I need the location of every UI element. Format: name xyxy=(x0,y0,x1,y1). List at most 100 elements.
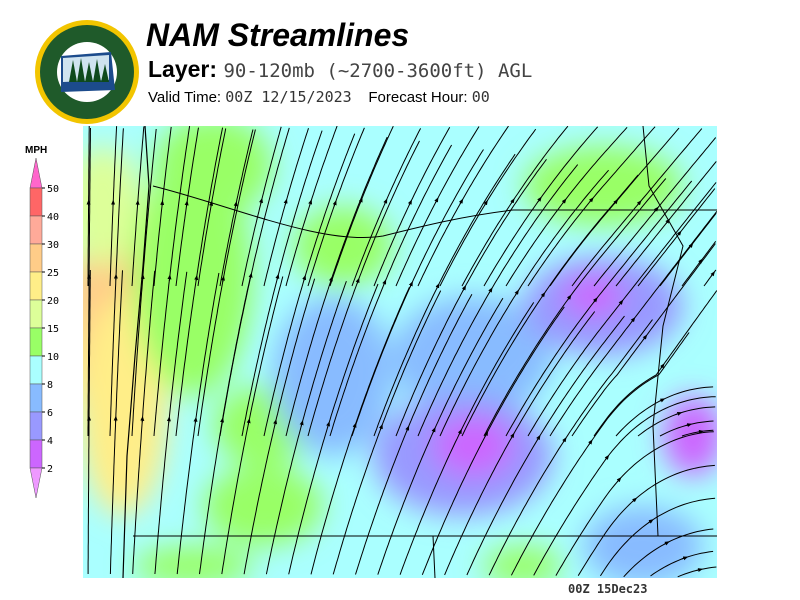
streamline-arrow xyxy=(383,198,388,205)
streamline-arrow xyxy=(510,198,515,204)
streamline-arrow xyxy=(616,477,622,483)
streamline-arrow xyxy=(193,416,198,424)
streamline-arrow xyxy=(233,201,238,208)
streamline xyxy=(219,129,254,287)
streamline-arrow xyxy=(457,428,462,435)
colorbar-segment xyxy=(29,327,43,357)
streamline xyxy=(332,290,442,575)
streamline xyxy=(417,164,579,437)
streamline xyxy=(263,128,309,287)
streamline-arrow xyxy=(588,197,594,203)
streamline-arrow xyxy=(632,497,638,503)
layer-value: 90-120mb (~2700-3600ft) AGL xyxy=(223,60,533,82)
colorbar-segment xyxy=(29,215,43,245)
streamline-arrow xyxy=(209,200,214,208)
streamline xyxy=(659,212,717,287)
streamline-arrow xyxy=(488,287,493,294)
streamline-arrow xyxy=(431,427,436,434)
streamline-arrow xyxy=(562,437,567,443)
streamline xyxy=(623,528,714,578)
streamline xyxy=(153,126,191,437)
streamline-arrow xyxy=(636,200,642,206)
streamline xyxy=(510,332,690,576)
streamline-arrow xyxy=(405,425,410,432)
streamline xyxy=(131,128,157,437)
streamline xyxy=(637,406,716,437)
streamline xyxy=(329,126,394,287)
streamline-arrow xyxy=(566,294,572,301)
streamline-arrow xyxy=(685,423,693,428)
page-title: NAM Streamlines xyxy=(146,17,410,53)
streamline xyxy=(444,311,596,576)
streamline-arrow xyxy=(510,432,515,439)
colorbar-segment xyxy=(29,243,43,273)
streamline-arrow xyxy=(648,519,654,524)
streamline-arrow xyxy=(484,430,489,437)
streamline xyxy=(533,396,716,576)
colorbar-segment xyxy=(29,439,43,469)
streamline-arrow xyxy=(248,272,253,280)
streamline-arrow xyxy=(514,289,519,296)
oregon-department-of-forestry-logo xyxy=(35,20,139,124)
colorbar-segment xyxy=(29,187,43,217)
streamline-arrow xyxy=(308,199,313,206)
wind-speed-area xyxy=(133,546,253,578)
colorbar-segment xyxy=(29,355,43,385)
streamline xyxy=(154,271,188,575)
wind-speed-area xyxy=(433,416,513,476)
streamline-arrow xyxy=(184,200,189,207)
streamline-arrow xyxy=(326,421,330,428)
streamline-arrow xyxy=(540,291,546,298)
valid-time-info: Valid Time: 00Z 12/15/2023 Forecast Hour… xyxy=(148,88,490,106)
streamline xyxy=(488,319,653,576)
colorbar-tick-label: 30 xyxy=(47,240,59,251)
streamline-arrow xyxy=(461,285,467,292)
colorbar-tick-label: 8 xyxy=(47,380,53,391)
colorbar: 50 40 30 25 20 15 10 8 6 4 2 xyxy=(29,158,59,499)
layer-label: Layer: xyxy=(148,56,218,82)
streamline xyxy=(505,180,693,437)
streamline-arrow xyxy=(681,556,689,561)
wind-speed-area xyxy=(153,126,273,216)
streamline-arrow xyxy=(246,418,251,425)
streamline-arrow xyxy=(299,420,304,427)
streamline xyxy=(637,188,716,287)
colorbar-segment xyxy=(29,299,43,329)
layer-info: Layer: 90-120mb (~2700-3600ft) AGL xyxy=(148,56,532,83)
streamline-arrow xyxy=(408,281,413,288)
streamline-arrow xyxy=(618,299,624,306)
streamline-arrow xyxy=(663,541,670,546)
streamline xyxy=(659,420,714,437)
streamline-arrow xyxy=(654,206,659,212)
streamline-arrow xyxy=(698,258,703,264)
streamline xyxy=(593,290,717,437)
streamline xyxy=(395,159,547,437)
streamline xyxy=(377,297,504,575)
streamline xyxy=(527,126,656,287)
streamline-arrow xyxy=(561,198,567,204)
colorbar-segment xyxy=(29,271,43,301)
forecast-hour-value: 00 xyxy=(471,88,490,106)
streamline xyxy=(373,153,516,437)
streamline-arrow xyxy=(665,218,671,224)
streamline-arrow xyxy=(675,412,683,416)
streamline-arrow xyxy=(613,199,619,205)
streamline-arrow xyxy=(688,242,694,249)
streamline-arrow xyxy=(355,277,360,284)
model-run-stamp: 00Z 15Dec23 xyxy=(568,582,648,596)
colorbar-tick-label: 50 xyxy=(47,184,59,195)
valid-time-value: 00Z 12/15/2023 xyxy=(225,88,352,106)
streamline-map xyxy=(83,126,717,578)
colorbar-tick-label: 15 xyxy=(47,324,59,335)
streamline-arrow xyxy=(194,274,199,282)
streamline-arrow xyxy=(696,568,703,572)
streamline xyxy=(483,126,599,287)
streamline-arrow xyxy=(434,197,439,204)
streamline xyxy=(263,133,356,437)
streamline xyxy=(399,302,535,575)
streamline xyxy=(109,128,124,437)
wind-speed-area xyxy=(583,506,703,578)
streamline xyxy=(439,169,609,437)
streamline xyxy=(241,130,323,437)
streamline-arrow xyxy=(593,297,598,303)
